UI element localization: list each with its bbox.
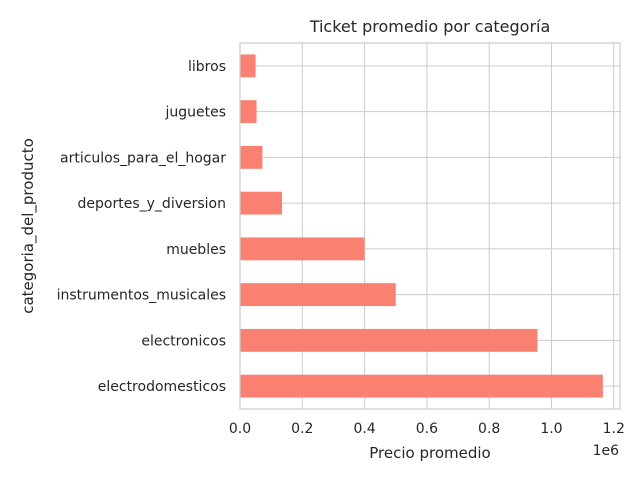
x-axis-offset-text: 1e6 <box>593 443 620 459</box>
x-tick-label: 0.6 <box>416 421 438 437</box>
x-tick-label: 0.0 <box>229 421 251 437</box>
x-tick-label: 1.2 <box>603 421 625 437</box>
bar-articulos_para_el_hogar <box>240 145 263 169</box>
y-tick-label: electronicos <box>141 333 226 349</box>
bar-juguetes <box>240 100 257 124</box>
x-tick-label: 0.2 <box>291 421 313 437</box>
grid <box>239 43 620 409</box>
plot-frame <box>239 42 621 410</box>
bar-deportes_y_diversion <box>240 191 283 215</box>
y-tick-label: juguetes <box>164 105 226 121</box>
y-tick-label: libros <box>188 59 226 75</box>
y-tick-label: electrodomesticos <box>98 379 226 395</box>
bar-libros <box>240 54 256 78</box>
y-tick-label: deportes_y_diversion <box>78 196 226 212</box>
bar-muebles <box>240 237 365 261</box>
bars <box>240 54 603 398</box>
y-tick-label: instrumentos_musicales <box>57 288 226 304</box>
bar-electronicos <box>240 328 538 352</box>
bar-electrodomesticos <box>240 374 603 398</box>
chart-title: Ticket promedio por categoría <box>309 17 551 36</box>
y-ticks: electrodomesticos electronicos instrumento… <box>57 59 227 395</box>
y-tick-label: muebles <box>166 242 226 258</box>
bar-instrumentos_musicales <box>240 283 396 307</box>
x-ticks: 0.0 0.2 0.4 0.6 0.8 1.0 1.2 <box>229 421 625 437</box>
x-tick-label: 0.4 <box>353 421 375 437</box>
y-tick-label: articulos_para_el_hogar <box>60 150 226 166</box>
x-tick-label: 0.8 <box>478 421 500 437</box>
x-axis-label: Precio promedio <box>369 444 490 462</box>
y-axis-label: categoria_del_producto <box>19 138 38 314</box>
x-tick-label: 1.0 <box>540 421 562 437</box>
